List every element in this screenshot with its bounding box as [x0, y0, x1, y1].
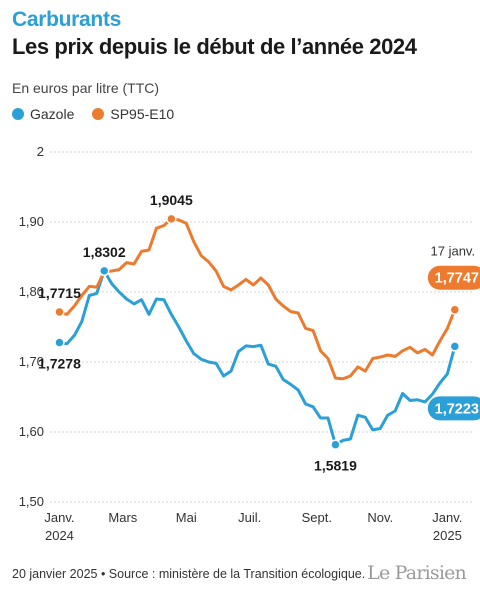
series-line-sp95 — [57, 217, 457, 381]
x-tick-year: 2025 — [433, 528, 462, 543]
chart-title: Les prix depuis le début de l’année 2024 — [12, 34, 417, 59]
data-point-marker — [449, 304, 461, 315]
x-tick-label: Mai — [176, 510, 197, 525]
y-tick-label: 1,90 — [19, 214, 44, 229]
data-label-badge — [427, 396, 480, 421]
y-tick-label: 1,60 — [19, 424, 44, 439]
legend-dot-gazole — [12, 108, 24, 120]
data-label: 1,8302 — [83, 244, 126, 260]
data-point-marker — [449, 341, 461, 352]
legend: Gazole SP95-E10 — [12, 106, 192, 122]
data-label: 1,9045 — [150, 192, 193, 208]
data-point-marker — [54, 306, 65, 318]
y-tick-label: 1,80 — [19, 284, 44, 299]
y-tick-label: 2 — [37, 144, 44, 159]
data-point-marker — [166, 213, 177, 225]
legend-label-sp95: SP95-E10 — [110, 106, 175, 122]
publisher-logo: Le Parisien — [367, 562, 467, 584]
data-label: 1,5819 — [314, 458, 357, 474]
data-point-marker — [330, 439, 341, 450]
kicker: Carburants — [12, 8, 122, 31]
data-label: 1,7223 — [435, 401, 479, 417]
x-tick-label: Sept. — [302, 510, 332, 525]
series-line-gazole — [57, 269, 457, 447]
source-note: 20 janvier 2025 • Source : ministère de … — [12, 567, 366, 581]
y-tick-label: 1,70 — [19, 354, 44, 369]
date-note: 17 janv. — [431, 244, 476, 259]
data-point-marker — [54, 337, 65, 348]
y-tick-label: 1,50 — [19, 494, 44, 509]
data-label: 1,7715 — [38, 285, 81, 301]
legend-item-sp95: SP95-E10 — [92, 106, 174, 122]
data-label: 1,7747 — [435, 271, 479, 287]
chart-subtitle: En euros par litre (TTC) — [12, 80, 160, 96]
legend-item-gazole: Gazole — [12, 106, 74, 122]
x-tick-label: Janv. — [432, 510, 462, 525]
x-tick-label: Janv. — [44, 510, 74, 525]
x-tick-year: 2024 — [45, 528, 74, 543]
data-label: 1,7278 — [38, 356, 81, 372]
data-label-badge — [427, 265, 480, 290]
x-tick-label: Mars — [108, 510, 137, 525]
x-tick-label: Juil. — [238, 510, 261, 525]
legend-dot-sp95 — [92, 108, 105, 120]
legend-label-gazole: Gazole — [30, 106, 75, 122]
data-point-marker — [98, 265, 110, 277]
x-tick-label: Nov. — [367, 510, 393, 525]
